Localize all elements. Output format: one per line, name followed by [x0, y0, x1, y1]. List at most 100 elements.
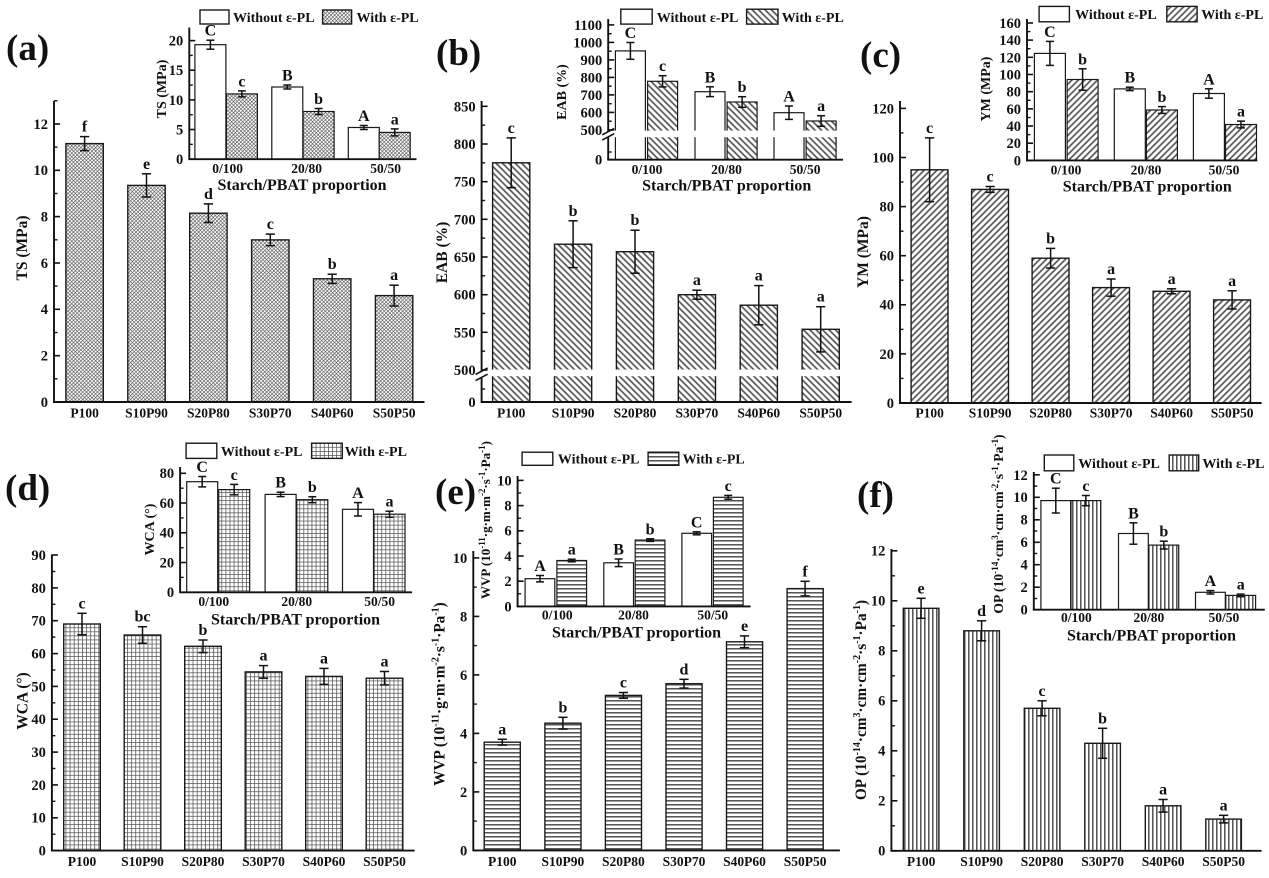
svg-text:70: 70 [31, 614, 46, 630]
svg-text:20/80: 20/80 [291, 161, 322, 176]
svg-text:c: c [78, 595, 85, 612]
svg-text:With ε-PL: With ε-PL [683, 452, 745, 467]
svg-text:40: 40 [880, 298, 895, 314]
svg-text:50/50: 50/50 [364, 594, 395, 609]
svg-text:12: 12 [1013, 468, 1028, 484]
svg-text:0: 0 [1014, 153, 1021, 169]
svg-text:A: A [1203, 71, 1215, 88]
svg-text:40: 40 [160, 526, 175, 542]
svg-text:20: 20 [1007, 136, 1022, 152]
svg-text:EAB (%): EAB (%) [434, 222, 451, 284]
svg-text:S10P90: S10P90 [542, 854, 585, 869]
svg-text:b: b [558, 699, 567, 716]
svg-text:f: f [802, 563, 808, 580]
svg-text:S20P80: S20P80 [602, 854, 645, 869]
svg-text:c: c [987, 169, 994, 186]
svg-text:S30P70: S30P70 [242, 854, 285, 869]
svg-text:4: 4 [1021, 558, 1028, 574]
svg-text:50/50: 50/50 [370, 161, 401, 176]
svg-text:60: 60 [880, 249, 895, 265]
svg-text:20: 20 [31, 778, 46, 794]
svg-text:20: 20 [169, 34, 184, 50]
svg-text:a: a [1237, 104, 1245, 121]
svg-text:S40P60: S40P60 [1142, 854, 1185, 869]
svg-text:120: 120 [872, 101, 894, 117]
svg-text:a: a [498, 721, 506, 738]
svg-text:b: b [308, 479, 317, 496]
svg-text:YM (MPa): YM (MPa) [855, 216, 872, 288]
svg-text:650: 650 [454, 250, 476, 266]
svg-text:a: a [1220, 797, 1228, 814]
svg-text:Without ε-PL: Without ε-PL [221, 445, 303, 460]
svg-text:20/80: 20/80 [1134, 610, 1165, 625]
svg-text:6: 6 [878, 694, 885, 710]
svg-text:YM (MPa): YM (MPa) [979, 56, 994, 121]
svg-text:0: 0 [1021, 603, 1028, 619]
svg-text:1100: 1100 [574, 18, 602, 34]
svg-text:A: A [534, 558, 546, 575]
svg-text:10: 10 [34, 163, 49, 179]
svg-text:With ε-PL: With ε-PL [357, 11, 419, 26]
svg-text:0/100: 0/100 [542, 608, 573, 623]
svg-text:Without ε-PL: Without ε-PL [1075, 8, 1157, 23]
svg-text:B: B [1128, 505, 1139, 522]
svg-text:750: 750 [454, 175, 476, 191]
svg-text:4: 4 [460, 726, 467, 742]
svg-text:b: b [738, 79, 747, 96]
svg-text:50/50: 50/50 [697, 608, 728, 623]
svg-text:12: 12 [871, 544, 886, 560]
svg-text:0: 0 [595, 153, 602, 169]
svg-text:0: 0 [878, 844, 885, 860]
svg-text:With ε-PL: With ε-PL [1201, 8, 1263, 23]
svg-text:A: A [1205, 573, 1217, 590]
svg-text:0/100: 0/100 [198, 594, 229, 609]
svg-text:20: 20 [880, 347, 895, 363]
svg-text:With ε-PL: With ε-PL [345, 445, 407, 460]
svg-text:C: C [1050, 471, 1062, 488]
svg-text:50/50: 50/50 [1209, 610, 1240, 625]
svg-text:0: 0 [460, 843, 467, 859]
svg-text:S30P70: S30P70 [249, 406, 292, 421]
svg-text:S40P60: S40P60 [723, 854, 766, 869]
svg-text:TS (MPa): TS (MPa) [14, 215, 31, 280]
svg-text:d: d [977, 603, 986, 620]
svg-text:900: 900 [580, 53, 602, 69]
svg-text:b: b [1159, 524, 1168, 541]
svg-text:f: f [82, 119, 88, 136]
svg-text:WCA (°): WCA (°) [15, 672, 32, 729]
svg-text:a: a [386, 494, 394, 511]
svg-text:B: B [613, 542, 624, 559]
svg-text:0: 0 [504, 599, 511, 615]
svg-text:2: 2 [878, 794, 885, 810]
svg-text:C: C [205, 23, 217, 40]
svg-text:a: a [1107, 261, 1115, 278]
svg-text:10: 10 [31, 811, 46, 827]
svg-text:6: 6 [460, 668, 467, 684]
svg-text:(f): (f) [857, 475, 894, 516]
svg-text:a: a [817, 98, 825, 115]
svg-text:C: C [625, 25, 637, 42]
svg-text:Without ε-PL: Without ε-PL [1078, 457, 1160, 472]
svg-text:S20P80: S20P80 [1029, 406, 1072, 421]
svg-text:500: 500 [580, 123, 602, 139]
svg-text:c: c [725, 478, 732, 495]
svg-text:S40P60: S40P60 [303, 854, 346, 869]
svg-text:c: c [1039, 683, 1046, 700]
svg-text:90: 90 [31, 548, 46, 564]
svg-text:S30P70: S30P70 [663, 854, 706, 869]
svg-text:800: 800 [454, 137, 476, 153]
svg-text:140: 140 [999, 33, 1021, 49]
svg-text:S50P50: S50P50 [784, 854, 827, 869]
svg-text:700: 700 [454, 212, 476, 228]
svg-text:60: 60 [1007, 102, 1022, 118]
svg-text:A: A [352, 485, 364, 502]
svg-text:B: B [1124, 70, 1135, 87]
svg-text:S10P90: S10P90 [125, 406, 168, 421]
svg-text:0: 0 [468, 395, 475, 411]
svg-text:6: 6 [41, 256, 48, 272]
svg-text:30: 30 [31, 745, 46, 761]
svg-text:6: 6 [504, 524, 511, 540]
svg-text:C: C [691, 514, 703, 531]
svg-text:a: a [1168, 271, 1176, 288]
svg-text:P100: P100 [70, 406, 99, 421]
